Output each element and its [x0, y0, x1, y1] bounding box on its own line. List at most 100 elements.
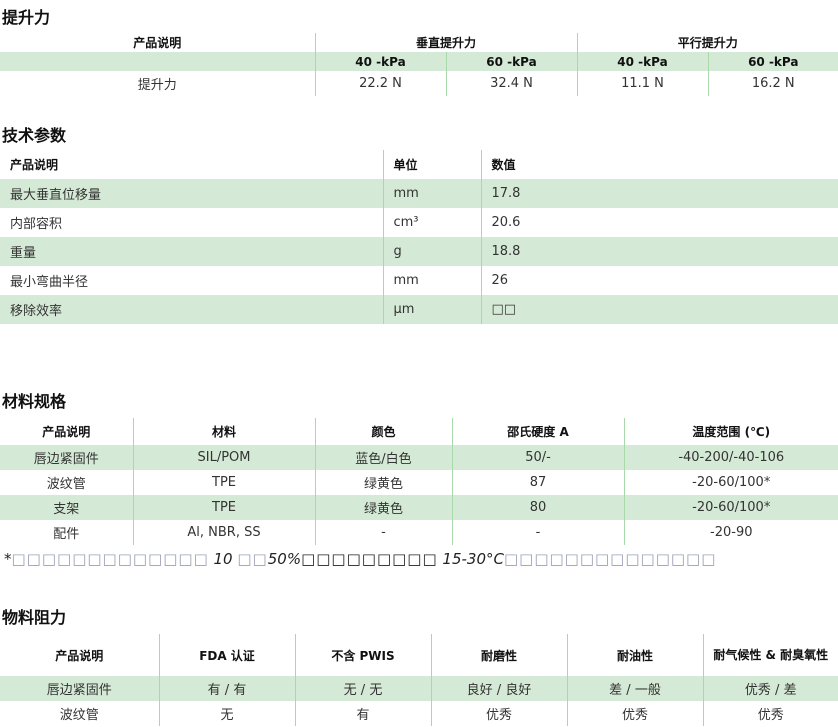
cell: 内部容积 — [10, 217, 63, 232]
cell: mm — [382, 179, 481, 208]
cell: 波纹管 — [59, 708, 99, 723]
pressure-header: 60 -kPa — [445, 52, 578, 71]
table-row: 支架 TPE 绿黄色 80 -20-60/100* — [0, 495, 838, 520]
cell: 绿黄色 — [314, 470, 452, 495]
cell: 87 — [451, 470, 624, 495]
footnote-text: 10 — [208, 550, 238, 568]
table-row: 内部容积 cm³ 20.6 — [0, 208, 838, 237]
cell: 11.1 N — [576, 71, 709, 96]
table-row: 波纹管无有优秀 优秀 优秀 — [0, 701, 838, 726]
tech-table: 产品说明 单位 数值 最大垂直位移量 mm 17.8 内部容积 cm³ 20.6 重量 g 18… — [0, 150, 838, 324]
cell: - — [451, 520, 624, 545]
cell: TPE — [132, 495, 315, 520]
header-cell: 产品说明 — [42, 425, 91, 439]
lift-title: 提升力 — [2, 8, 51, 27]
cell: -20-90 — [623, 520, 838, 545]
cell: 无 / 无 — [294, 676, 431, 701]
footnote: *□□□□□□□□□□□□□ 10 □□50%□□□□□□□□□ 15-30°C… — [4, 550, 716, 568]
footnote-text: 15-30°C — [437, 550, 504, 568]
cell: 蓝色/白色 — [314, 445, 452, 470]
header-cell: 颜色 — [314, 418, 452, 445]
cell: 无 — [158, 701, 295, 726]
footnote-text: □□□□□□□□□□□□□□ — [503, 550, 717, 568]
cell: -20-60/100* — [623, 495, 838, 520]
header-cell: 耐气候性 & 耐臭氧性 — [702, 634, 838, 676]
footnote-text: □□ — [237, 550, 268, 568]
cell: mm — [382, 266, 481, 295]
table-row: 波纹管 TPE 绿黄色 87 -20-60/100* — [0, 470, 838, 495]
tech-header-row: 产品说明 单位 数值 — [0, 150, 838, 179]
cell: 移除效率 — [10, 304, 63, 319]
cell: Al, NBR, SS — [132, 520, 315, 545]
cell: 良好 / 良好 — [430, 676, 567, 701]
cell: 优秀 — [702, 701, 838, 726]
header-cell: 温度范围 (℃) — [623, 418, 838, 445]
cell: 重量 — [10, 246, 37, 261]
header-cell: 单位 — [382, 150, 481, 179]
cell: □□ — [480, 295, 838, 324]
cell: g — [382, 237, 481, 266]
cell: 唇边紧固件 — [46, 683, 112, 698]
header-cell: FDA 认证 — [158, 634, 295, 676]
cell: 18.8 — [480, 237, 838, 266]
table-row: 最大垂直位移量 mm 17.8 — [0, 179, 838, 208]
cell: 有 — [294, 701, 431, 726]
cell: 50/- — [451, 445, 624, 470]
cell: 优秀 / 差 — [702, 676, 838, 701]
header-vertical-lift: 垂直提升力 — [314, 33, 578, 52]
cell: 波纹管 — [46, 477, 86, 492]
table-row: 配件 Al, NBR, SS - - -20-90 — [0, 520, 838, 545]
cell: 26 — [480, 266, 838, 295]
table-row: 重量 g 18.8 — [0, 237, 838, 266]
materials-table: 产品说明 材料 颜色 邵氏硬度 A 温度范围 (℃) 唇边紧固件 SIL/POM 蓝… — [0, 418, 838, 545]
lift-header-row: 产品说明 垂直提升力 平行提升力 — [0, 33, 838, 52]
cell: -40-200/-40-106 — [623, 445, 838, 470]
cell: -20-60/100* — [623, 470, 838, 495]
pressure-header: 40 -kPa — [576, 52, 709, 71]
cell: 最大垂直位移量 — [10, 188, 102, 203]
header-parallel-lift: 平行提升力 — [576, 33, 838, 52]
table-row: 提升力 22.2 N 32.4 N 11.1 N 16.2 N — [0, 71, 838, 96]
materials-header-row: 产品说明 材料 颜色 邵氏硬度 A 温度范围 (℃) — [0, 418, 838, 445]
header-cell: 耐油性 — [566, 634, 703, 676]
cell: 80 — [451, 495, 624, 520]
cell: 有 / 有 — [158, 676, 295, 701]
cell: 优秀 — [430, 701, 567, 726]
header-cell: 数值 — [480, 150, 838, 179]
cell: - — [314, 520, 452, 545]
cell: 绿黄色 — [314, 495, 452, 520]
table-row: 唇边紧固件 SIL/POM 蓝色/白色 50/- -40-200/-40-106 — [0, 445, 838, 470]
cell: 16.2 N — [707, 71, 838, 96]
table-row: 最小弯曲半径 mm 26 — [0, 266, 838, 295]
cell: 支架 — [53, 502, 80, 517]
header-cell: 邵氏硬度 A — [451, 418, 624, 445]
header-cell: 材料 — [132, 418, 315, 445]
header-cell: 耐磨性 — [430, 634, 567, 676]
header-cell: 产品说明 — [55, 648, 104, 663]
header-cell: 产品说明 — [10, 158, 59, 172]
cell: cm³ — [382, 208, 481, 237]
cell: 17.8 — [480, 179, 838, 208]
lift-table: 产品说明 垂直提升力 平行提升力 40 -kPa 60 -kPa 40 -kPa… — [0, 33, 838, 96]
cell: µm — [382, 295, 481, 324]
pressure-header: 60 -kPa — [707, 52, 838, 71]
empty-cell — [0, 52, 315, 71]
resistance-table: 产品说明 FDA 认证 不含 PWIS 耐磨性 耐油性 耐气候性 & 耐臭氧性 … — [0, 634, 838, 726]
cell: 22.2 N — [314, 71, 446, 96]
footnote-star: * — [4, 550, 12, 568]
pressure-header: 40 -kPa — [314, 52, 446, 71]
footnote-text: 50% — [267, 550, 302, 568]
cell: 最小弯曲半径 — [10, 275, 89, 290]
resistance-title: 物料阻力 — [2, 608, 67, 627]
header-cell: 不含 PWIS — [294, 634, 431, 676]
cell: 20.6 — [480, 208, 838, 237]
cell: 配件 — [53, 527, 80, 542]
table-row: 唇边紧固件 有 / 有无 / 无良好 / 良好差 / 一般 优秀 / 差 — [0, 676, 838, 701]
cell: TPE — [132, 470, 315, 495]
footnote-text: □□□□□□□□□□□□□ — [11, 550, 209, 568]
cell: 32.4 N — [445, 71, 578, 96]
cell: 唇边紧固件 — [33, 452, 99, 467]
footnote-text: □□□□□□□□□ — [301, 550, 438, 568]
tech-title: 技术参数 — [2, 126, 67, 145]
cell: SIL/POM — [132, 445, 315, 470]
